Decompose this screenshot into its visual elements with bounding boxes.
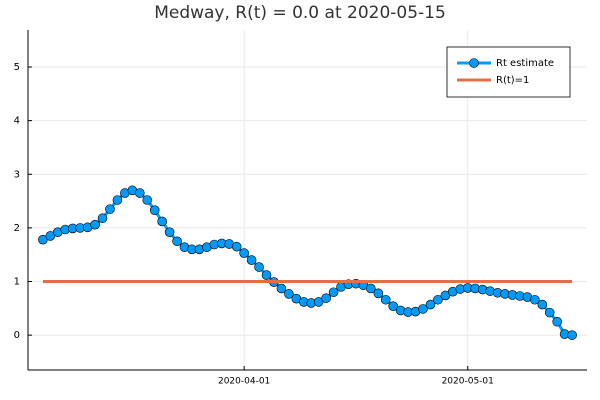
y-tick-label: 5 (14, 62, 20, 73)
y-tick-label: 3 (14, 169, 20, 180)
point (142, 195, 153, 205)
point (254, 262, 264, 272)
point (380, 294, 391, 305)
x-tick-label: 2020-04-01 (218, 377, 270, 387)
point (105, 204, 115, 214)
y-tick-label: 4 (14, 116, 20, 127)
point (388, 301, 399, 311)
point (373, 288, 384, 299)
y-tick-label: 1 (14, 277, 20, 288)
y-tick-label: 2 (14, 223, 20, 234)
point (246, 255, 257, 265)
legend-box (446, 46, 571, 98)
point (366, 283, 376, 294)
point (90, 219, 100, 230)
legend-label: Rt estimate (496, 58, 554, 69)
point (418, 304, 428, 314)
point (537, 299, 548, 310)
point (276, 283, 287, 294)
point (567, 330, 577, 340)
point (261, 270, 272, 280)
legend-marker (469, 58, 479, 68)
point (284, 289, 294, 299)
point (157, 216, 167, 227)
point (231, 241, 242, 252)
series-line (42, 188, 573, 337)
point (328, 287, 339, 298)
point (135, 188, 145, 198)
y-tick-label: 0 (14, 330, 20, 341)
point (530, 294, 540, 305)
point (433, 294, 443, 305)
point (97, 213, 108, 224)
point (425, 299, 436, 310)
legend-label: R(t)=1 (496, 75, 529, 86)
point (544, 307, 555, 318)
point (552, 316, 562, 327)
point (164, 227, 175, 237)
point (149, 205, 160, 215)
chart-title: Medway, R(t) = 0.0 at 2020-05-15 (154, 3, 446, 23)
point (112, 195, 123, 205)
point (321, 293, 331, 303)
x-tick-label: 2020-05-01 (442, 377, 494, 387)
point (172, 236, 182, 247)
point (239, 248, 249, 258)
